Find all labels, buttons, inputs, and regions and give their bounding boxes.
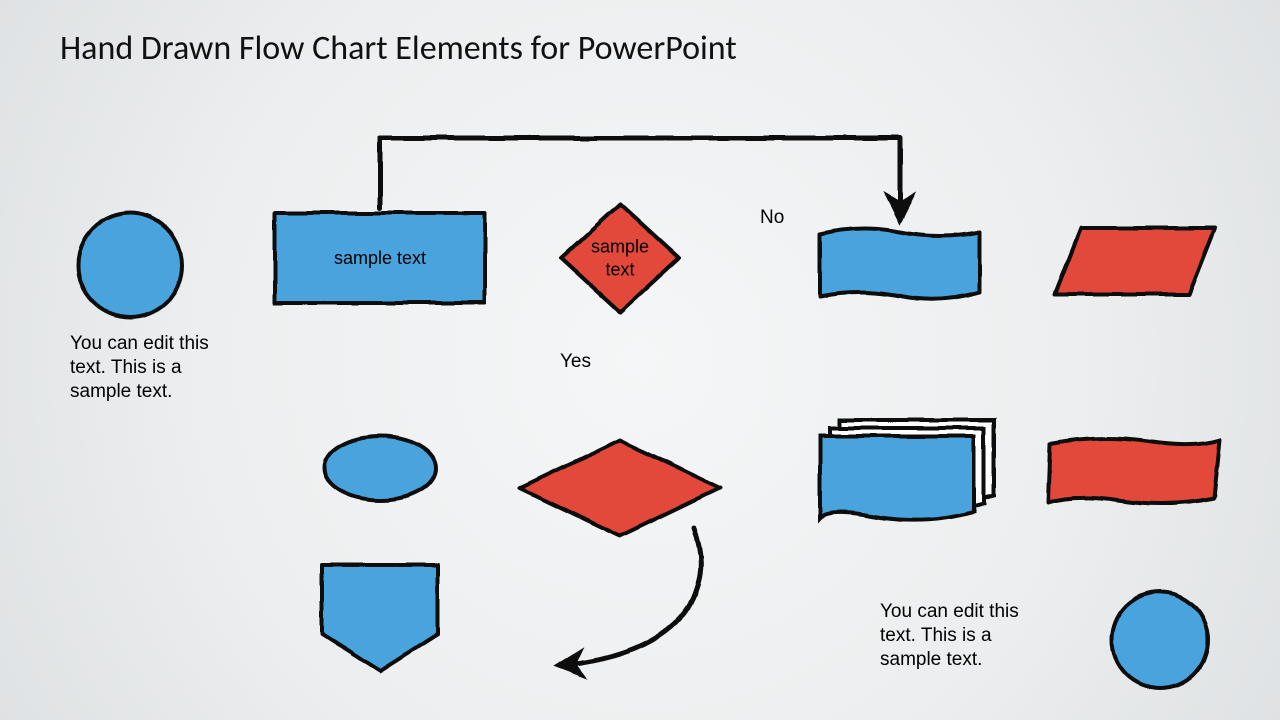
edge-label-e_diam1_down: Yes bbox=[560, 350, 591, 374]
node-para1 bbox=[1055, 228, 1215, 294]
cap_left: You can edit this text. This is a sample… bbox=[70, 332, 209, 403]
node-label-process_rect: sample text bbox=[334, 247, 426, 270]
node-wavy1 bbox=[820, 228, 980, 299]
node-decision_diam2 bbox=[520, 440, 720, 536]
node-stack_docs bbox=[820, 420, 994, 520]
edge-e_top_loop bbox=[380, 138, 900, 218]
cap_right: You can edit this text. This is a sample… bbox=[880, 600, 1019, 671]
node-banner_red bbox=[1048, 438, 1220, 503]
node-end_circle bbox=[1112, 592, 1208, 688]
flowchart-canvas: Hand Drawn Flow Chart Elements for Power… bbox=[0, 0, 1280, 720]
node-ellipse_small bbox=[324, 436, 436, 500]
node-start_circle bbox=[78, 213, 182, 317]
node-label-decision_diam1: sample text bbox=[591, 236, 649, 281]
edge-e_diam2_curve bbox=[560, 528, 701, 666]
node-shield bbox=[322, 565, 438, 671]
edge-label-e_diam1_wavy: No bbox=[760, 206, 784, 230]
